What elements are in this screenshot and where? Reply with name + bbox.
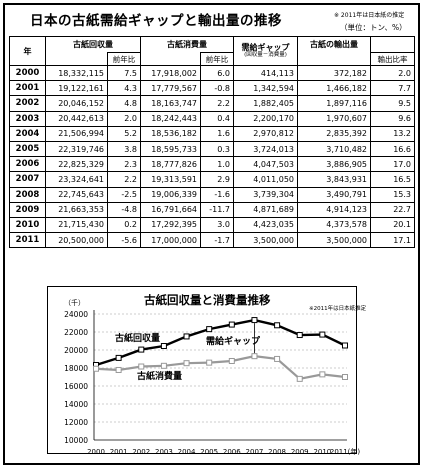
x-tick-label: 2003 — [155, 448, 173, 456]
source-note: ※ 2011年は日本紙の推定 — [334, 12, 405, 19]
table-row: 2001 19,122,161 4.3 17,779,567 -0.8 1,342,594… — [9, 80, 415, 97]
x-tick-label: 2004 — [178, 448, 196, 456]
header-gap: 需給ギャップ (回収量－消費量) — [233, 36, 298, 66]
data-point — [296, 375, 303, 382]
x-tick-label: 2000 — [87, 448, 105, 456]
y-tick-label: 12000 — [64, 418, 88, 427]
data-point — [183, 333, 190, 340]
document-title: 日本の古紙需給ギャップと輸出量の推移 — [30, 13, 282, 29]
y-tick-label: 22000 — [64, 328, 88, 337]
x-tick-label: 2002 — [132, 448, 150, 456]
x-tick-label: 2005 — [200, 448, 218, 456]
y-tick-label: 10000 — [64, 436, 88, 445]
chart-title: 古紙回収量と消費量推移 — [144, 293, 271, 307]
data-point — [274, 322, 281, 329]
y-tick-label: 20000 — [64, 346, 88, 355]
data-table: 年 古紙回収量 古紙消費量 需給ギャップ (回収量－消費量) 古紙の輸出量 前年… — [9, 36, 415, 249]
y-tick-label: 16000 — [64, 382, 88, 391]
table-subheader-row: 前年比 前年比 輸出比率 — [10, 52, 415, 66]
series-line — [95, 318, 346, 367]
data-point — [251, 353, 258, 360]
x-tick-label: 2011(年) — [330, 447, 361, 456]
chart-box — [47, 286, 357, 454]
data-point — [206, 326, 213, 333]
y-tick-label: 18000 — [64, 364, 88, 373]
data-point — [115, 354, 122, 361]
data-point — [93, 365, 99, 372]
table-row: 2000 18,332,115 7.5 17,918,002 6.0 414,113 372… — [9, 64, 415, 82]
data-point — [274, 355, 281, 362]
header-gap-label: 需給ギャップ — [241, 43, 290, 52]
data-point — [342, 342, 348, 349]
x-tick-label: 2008 — [268, 448, 286, 456]
x-tick-label: 2009 — [291, 448, 309, 456]
data-point — [138, 346, 145, 353]
table-row: 2009 21,663,353 -4.8 16,791,664 -11.7 4,871,6… — [9, 201, 415, 218]
x-tick-label: 2001 — [110, 448, 128, 456]
document-frame — [3, 3, 420, 465]
table-header-row: 年 古紙回収量 古紙消費量 需給ギャップ (回収量－消費量) 古紙の輸出量 — [9, 36, 415, 66]
data-point — [342, 374, 348, 380]
x-tick-label: 2006 — [223, 448, 241, 456]
y-axis-label: （千） — [64, 298, 85, 307]
series-label-collection: 古紙回収量 — [115, 332, 160, 344]
data-point — [160, 343, 167, 350]
data-point — [251, 317, 258, 324]
table-row: 2004 21,506,994 5.2 18,536,182 1.6 2,970,812 2… — [9, 125, 415, 142]
data-point — [115, 366, 122, 373]
y-tick-label: 14000 — [64, 400, 88, 409]
y-tick-label: 24000 — [64, 310, 88, 319]
header-empty — [370, 36, 415, 53]
data-point — [296, 332, 303, 339]
x-tick-label: 2010 — [313, 448, 331, 456]
data-point — [319, 371, 326, 378]
table-row: 2011 20,500,000 -5.6 17,000,000 -1.7 3,500,00… — [9, 232, 415, 249]
cell-export-ratio: 9.6 — [370, 110, 415, 127]
data-point — [228, 321, 235, 328]
data-point — [228, 357, 235, 364]
data-point — [160, 362, 167, 369]
data-point — [138, 363, 145, 370]
header-gap-sub: (回収量－消費量) — [244, 52, 287, 58]
unit-note: （単位：トン、%） — [340, 23, 407, 32]
data-point — [183, 360, 190, 367]
x-tick-label: 2007 — [246, 448, 264, 456]
cell-export-ratio: 20.1 — [370, 216, 415, 234]
series-label-consumption: 古紙消費量 — [137, 370, 182, 382]
data-point — [206, 359, 213, 366]
gap-annotation: 需給ギャップ — [206, 335, 261, 347]
cell-export-ratio: 17.1 — [370, 232, 415, 249]
series-line — [95, 355, 346, 381]
data-point — [319, 331, 326, 338]
chart-note: ※2011年は日本紙推定 — [309, 306, 367, 312]
